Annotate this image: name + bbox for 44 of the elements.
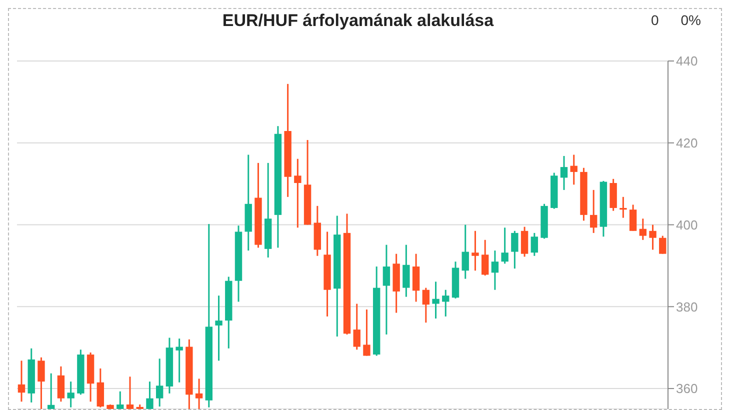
text: 0% <box>680 12 701 28</box>
candlestick <box>38 356 45 409</box>
candlestick <box>363 308 370 357</box>
candlestick <box>57 366 65 402</box>
candlestick <box>520 226 528 258</box>
chart-title: EUR/HUF árfolyamának alakulása <box>222 11 494 30</box>
candlestick <box>462 224 469 280</box>
candlestick <box>126 376 134 409</box>
candlestick <box>47 372 55 409</box>
candlestick <box>639 218 647 241</box>
candlestick <box>620 196 627 219</box>
candlestick <box>195 378 203 409</box>
candlestick <box>491 250 499 291</box>
candlestick <box>18 360 26 402</box>
candlestick <box>570 154 578 186</box>
candlestick <box>294 158 302 228</box>
candlestick <box>481 239 489 276</box>
candlestick <box>353 303 360 350</box>
y-tick-label: 420 <box>676 135 698 150</box>
candlestick <box>629 204 637 232</box>
candlestick <box>659 235 666 255</box>
text: 0 <box>650 12 659 28</box>
candlestick <box>215 294 222 362</box>
candlestick <box>146 380 154 409</box>
candlestick <box>432 280 440 320</box>
candlestick <box>590 189 598 234</box>
candlestick <box>116 390 124 409</box>
candlestick <box>402 244 410 298</box>
candlestick <box>472 230 479 272</box>
candlestick <box>511 230 518 270</box>
candlestick <box>442 289 450 318</box>
candlestick <box>67 380 74 408</box>
candlestick <box>382 244 390 336</box>
candlestick <box>560 155 568 191</box>
candlestick <box>422 287 430 324</box>
candlestick <box>501 226 508 264</box>
candlestick <box>156 358 164 408</box>
y-tick-label: 360 <box>676 381 698 396</box>
y-tick-label: 380 <box>676 299 698 314</box>
y-tick-label: 440 <box>676 54 698 69</box>
candlestick <box>649 224 656 250</box>
candlestick <box>176 338 183 384</box>
candlestick <box>530 232 538 257</box>
y-tick-label: 400 <box>676 217 698 232</box>
